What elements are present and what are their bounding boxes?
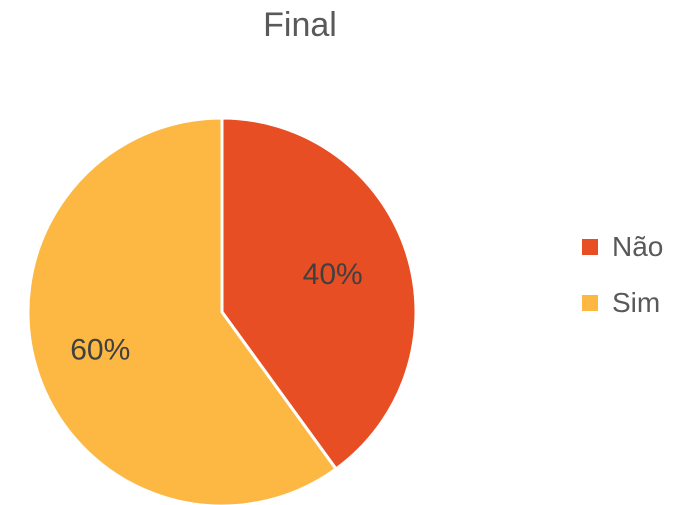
chart-title: Final (263, 6, 337, 44)
pie-slice-nao (220, 116, 418, 472)
legend-item-nao: Não (582, 228, 663, 266)
pie-slice-sim (26, 116, 339, 505)
legend-label-nao: Não (612, 231, 664, 262)
legend-swatch-sim (582, 295, 598, 311)
legend: Não Sim (582, 228, 663, 340)
data-label-sim: 60% (70, 333, 130, 366)
legend-label-sim: Sim (612, 287, 661, 318)
legend-swatch-nao (582, 239, 598, 255)
data-label-nao: 40% (303, 258, 363, 291)
legend-item-sim: Sim (582, 284, 663, 322)
